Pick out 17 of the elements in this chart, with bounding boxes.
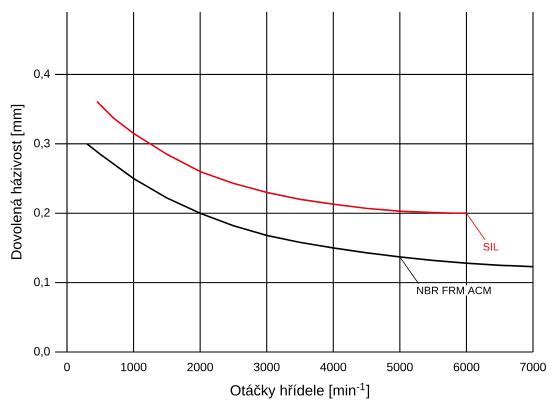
y-tick-label: 0,4 xyxy=(34,69,50,80)
x-tick-label: 3000 xyxy=(254,362,280,372)
y-tick-label: 0,0 xyxy=(34,347,50,357)
y-axis-title: Dovolená házivost [mm] xyxy=(10,104,24,260)
y-tick-label: 0,1 xyxy=(34,278,50,288)
x-tick-label: 2000 xyxy=(187,362,214,372)
text: NBR FRM ACM xyxy=(417,286,491,294)
x-tick-label: 4000 xyxy=(320,362,346,372)
x-tick-label: 7000 xyxy=(520,362,546,372)
x-axis-title: Otáčky hřídele [min$^{-1}$] xyxy=(230,383,370,398)
text: SIL xyxy=(483,242,498,251)
y-tick-label: 0,3 xyxy=(34,138,50,149)
x-tick-label: 6000 xyxy=(454,362,480,372)
x-tick-label: 5000 xyxy=(386,362,413,372)
x-tick-label: 1000 xyxy=(121,362,146,372)
y-tick-label: 0,2 xyxy=(34,208,50,218)
x-tick-label: 0 xyxy=(64,362,70,372)
